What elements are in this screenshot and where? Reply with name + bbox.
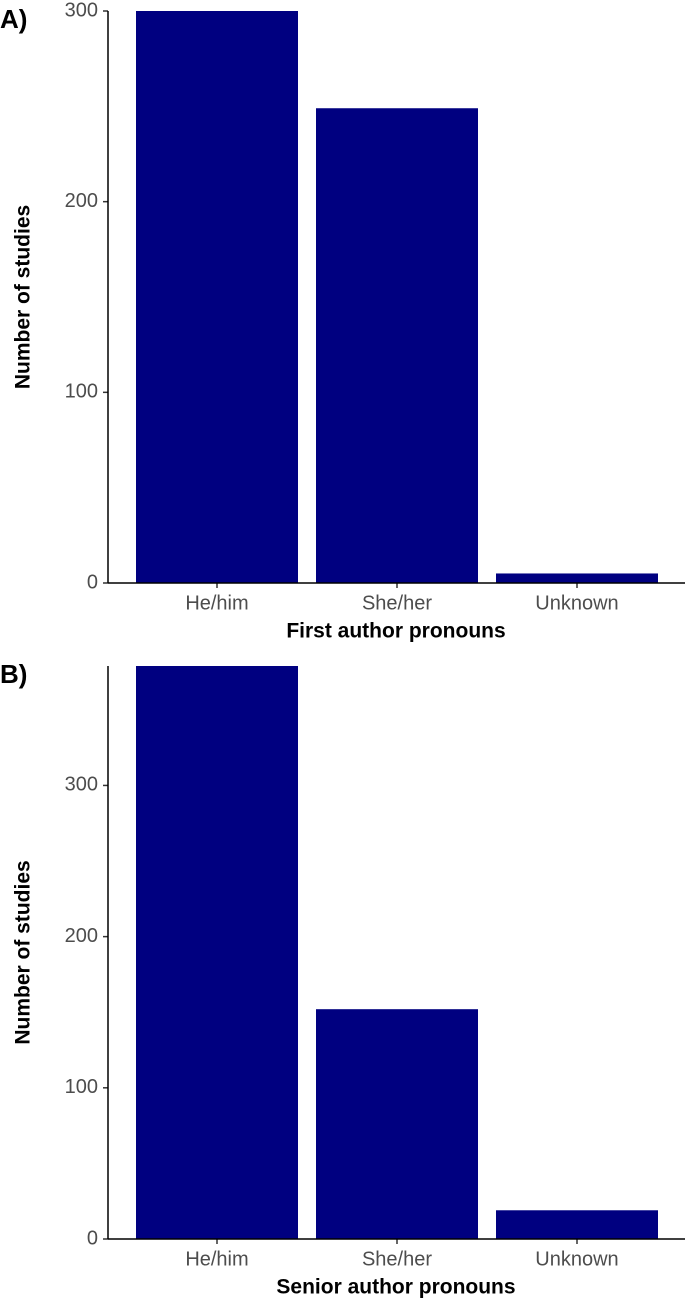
x-tick-label: He/him	[185, 1248, 248, 1270]
y-axis-title: Number of studies	[12, 205, 35, 389]
x-tick-label: She/her	[362, 592, 432, 614]
y-axis-title: Number of studies	[12, 860, 35, 1044]
bar	[496, 573, 658, 583]
x-tick-label: She/her	[362, 1248, 432, 1270]
x-tick-label: Unknown	[535, 1248, 618, 1270]
bar	[496, 1210, 658, 1239]
y-tick-label: 300	[65, 774, 98, 796]
y-tick-label: 100	[65, 381, 98, 403]
y-tick-label: 200	[65, 190, 98, 212]
bar	[136, 666, 298, 1239]
y-tick-label: 0	[87, 571, 98, 593]
panel-label: A)	[0, 4, 27, 34]
y-tick-label: 0	[87, 1227, 98, 1249]
bar	[316, 108, 478, 584]
x-axis-title: Senior author pronouns	[276, 1276, 515, 1299]
y-tick-label: 300	[65, 0, 98, 21]
x-tick-label: Unknown	[535, 592, 618, 614]
x-tick-label: He/him	[185, 592, 248, 614]
panel-label: B)	[0, 659, 27, 689]
bar	[316, 1009, 478, 1239]
bar	[136, 11, 298, 583]
x-axis-title: First author pronouns	[286, 620, 505, 643]
y-tick-label: 100	[65, 1076, 98, 1098]
y-tick-label: 200	[65, 925, 98, 947]
